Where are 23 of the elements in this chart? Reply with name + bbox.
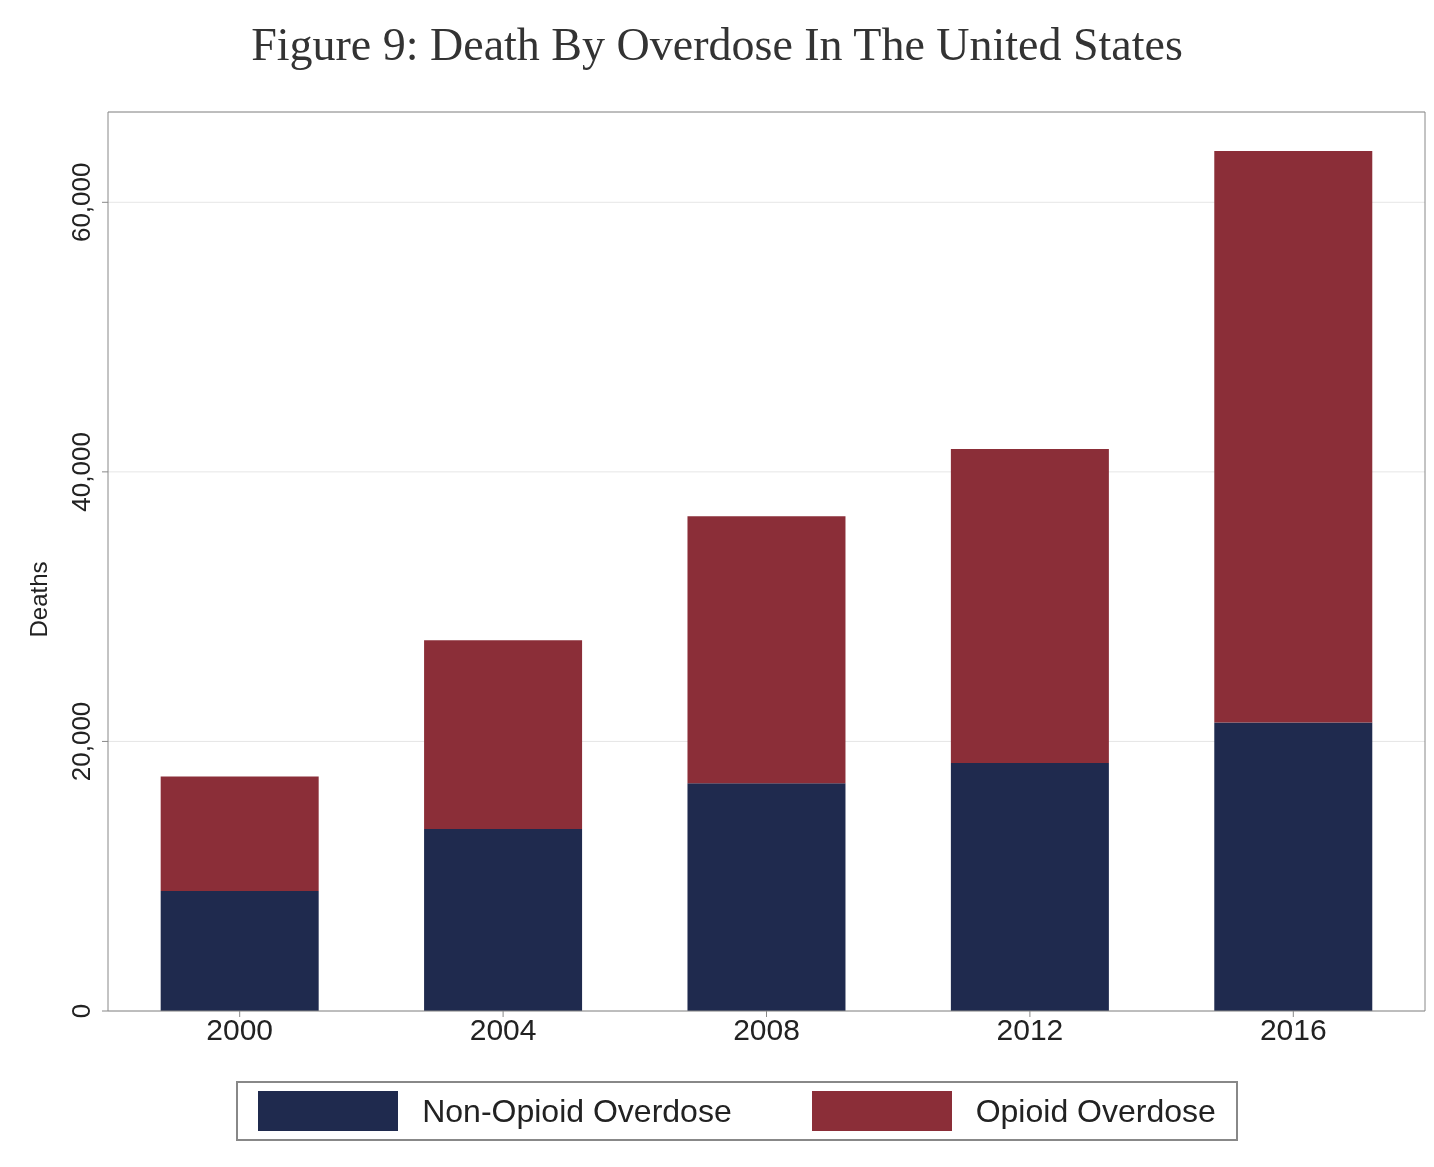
bar <box>424 829 583 1011</box>
y-tick-label: 0 <box>66 1003 96 1019</box>
y-tick-label: 60,000 <box>66 162 96 243</box>
x-tick-label: 2016 <box>1259 1013 1327 1047</box>
bar <box>950 763 1109 1011</box>
legend-label: Opioid Overdose <box>975 1092 1216 1130</box>
bar <box>950 448 1109 763</box>
x-tick-label: 2004 <box>469 1013 537 1047</box>
bar <box>424 640 583 830</box>
x-tick-label: 2008 <box>733 1013 800 1047</box>
bar <box>160 776 319 892</box>
bar <box>687 516 846 784</box>
y-tick-label: 40,000 <box>66 432 96 512</box>
bar <box>1214 151 1373 723</box>
bar <box>1214 722 1373 1011</box>
bar <box>687 783 846 1011</box>
chart-title: Figure 9: Death By Overdose In The United States <box>250 18 1184 72</box>
x-tick-label: 2000 <box>206 1013 274 1047</box>
bar <box>160 891 319 1011</box>
y-axis-title: Deaths <box>24 561 52 638</box>
legend-label: Non-Opioid Overdose <box>422 1092 732 1130</box>
x-tick-label: 2012 <box>996 1013 1064 1047</box>
y-tick-label: 20,000 <box>66 701 96 782</box>
